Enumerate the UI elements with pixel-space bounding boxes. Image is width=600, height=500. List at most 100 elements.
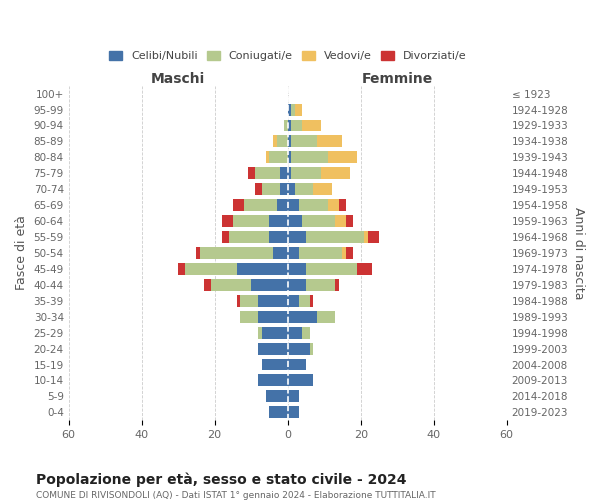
Bar <box>339 199 346 211</box>
Bar <box>287 152 292 164</box>
Bar <box>287 263 306 275</box>
Bar <box>236 263 287 275</box>
Bar <box>255 168 280 179</box>
Bar <box>287 406 299 418</box>
Text: COMUNE DI RIVISONDOLI (AQ) - Dati ISTAT 1° gennaio 2024 - Elaborazione TUTTITALI: COMUNE DI RIVISONDOLI (AQ) - Dati ISTAT … <box>36 491 436 500</box>
Bar <box>287 120 292 132</box>
Bar <box>292 104 295 116</box>
Bar <box>343 247 346 259</box>
Bar <box>262 183 280 195</box>
Bar <box>222 231 229 243</box>
Bar <box>229 231 269 243</box>
Bar <box>259 310 287 322</box>
Bar <box>299 295 310 306</box>
Bar <box>310 342 313 354</box>
Bar <box>299 199 328 211</box>
Bar <box>320 168 350 179</box>
Bar <box>299 247 343 259</box>
Bar <box>287 136 292 147</box>
Text: Maschi: Maschi <box>151 72 205 86</box>
Bar <box>287 168 292 179</box>
Bar <box>287 104 292 116</box>
Bar <box>200 247 273 259</box>
Bar <box>346 215 353 227</box>
Bar <box>287 199 299 211</box>
Bar <box>287 183 295 195</box>
Y-axis label: Anni di nascita: Anni di nascita <box>572 206 585 299</box>
Bar <box>248 168 255 179</box>
Bar <box>259 342 287 354</box>
Bar <box>273 136 277 147</box>
Bar <box>233 215 269 227</box>
Bar <box>178 263 185 275</box>
Bar <box>302 120 320 132</box>
Bar <box>259 295 287 306</box>
Bar <box>317 136 343 147</box>
Bar <box>287 310 317 322</box>
Bar <box>302 215 335 227</box>
Bar <box>335 215 346 227</box>
Bar <box>287 215 302 227</box>
Bar <box>287 231 306 243</box>
Text: Popolazione per età, sesso e stato civile - 2024: Popolazione per età, sesso e stato civil… <box>36 472 407 487</box>
Bar <box>240 310 259 322</box>
Legend: Celibi/Nubili, Coniugati/e, Vedovi/e, Divorziati/e: Celibi/Nubili, Coniugati/e, Vedovi/e, Di… <box>109 51 467 62</box>
Bar <box>287 342 310 354</box>
Bar <box>292 120 302 132</box>
Bar <box>292 168 320 179</box>
Bar <box>287 390 299 402</box>
Bar <box>302 326 310 338</box>
Bar <box>255 183 262 195</box>
Bar <box>222 215 233 227</box>
Bar <box>269 152 287 164</box>
Bar <box>328 152 357 164</box>
Bar <box>313 183 332 195</box>
Bar <box>306 231 364 243</box>
Bar <box>262 358 287 370</box>
Bar <box>287 295 299 306</box>
Y-axis label: Fasce di età: Fasce di età <box>15 216 28 290</box>
Bar <box>328 199 339 211</box>
Bar <box>259 374 287 386</box>
Bar <box>269 215 287 227</box>
Bar <box>295 104 302 116</box>
Bar <box>335 279 339 291</box>
Bar <box>266 390 287 402</box>
Bar <box>317 310 335 322</box>
Bar <box>266 152 269 164</box>
Bar <box>233 199 244 211</box>
Bar <box>196 247 200 259</box>
Bar <box>280 168 287 179</box>
Bar <box>251 279 287 291</box>
Bar <box>262 326 287 338</box>
Bar <box>259 326 262 338</box>
Bar <box>287 279 306 291</box>
Bar <box>204 279 211 291</box>
Bar <box>292 136 317 147</box>
Bar <box>287 326 302 338</box>
Text: Femmine: Femmine <box>362 72 433 86</box>
Bar <box>244 199 277 211</box>
Bar <box>287 247 299 259</box>
Bar <box>368 231 379 243</box>
Bar <box>346 247 353 259</box>
Bar <box>357 263 371 275</box>
Bar <box>364 231 368 243</box>
Bar <box>240 295 259 306</box>
Bar <box>306 279 335 291</box>
Bar <box>287 374 313 386</box>
Bar <box>211 279 251 291</box>
Bar <box>277 199 287 211</box>
Bar <box>306 263 357 275</box>
Bar <box>277 136 287 147</box>
Bar <box>269 406 287 418</box>
Bar <box>185 263 236 275</box>
Bar <box>287 358 306 370</box>
Bar <box>280 183 287 195</box>
Bar <box>310 295 313 306</box>
Bar <box>236 295 240 306</box>
Bar <box>295 183 313 195</box>
Bar <box>273 247 287 259</box>
Bar <box>284 120 287 132</box>
Bar <box>269 231 287 243</box>
